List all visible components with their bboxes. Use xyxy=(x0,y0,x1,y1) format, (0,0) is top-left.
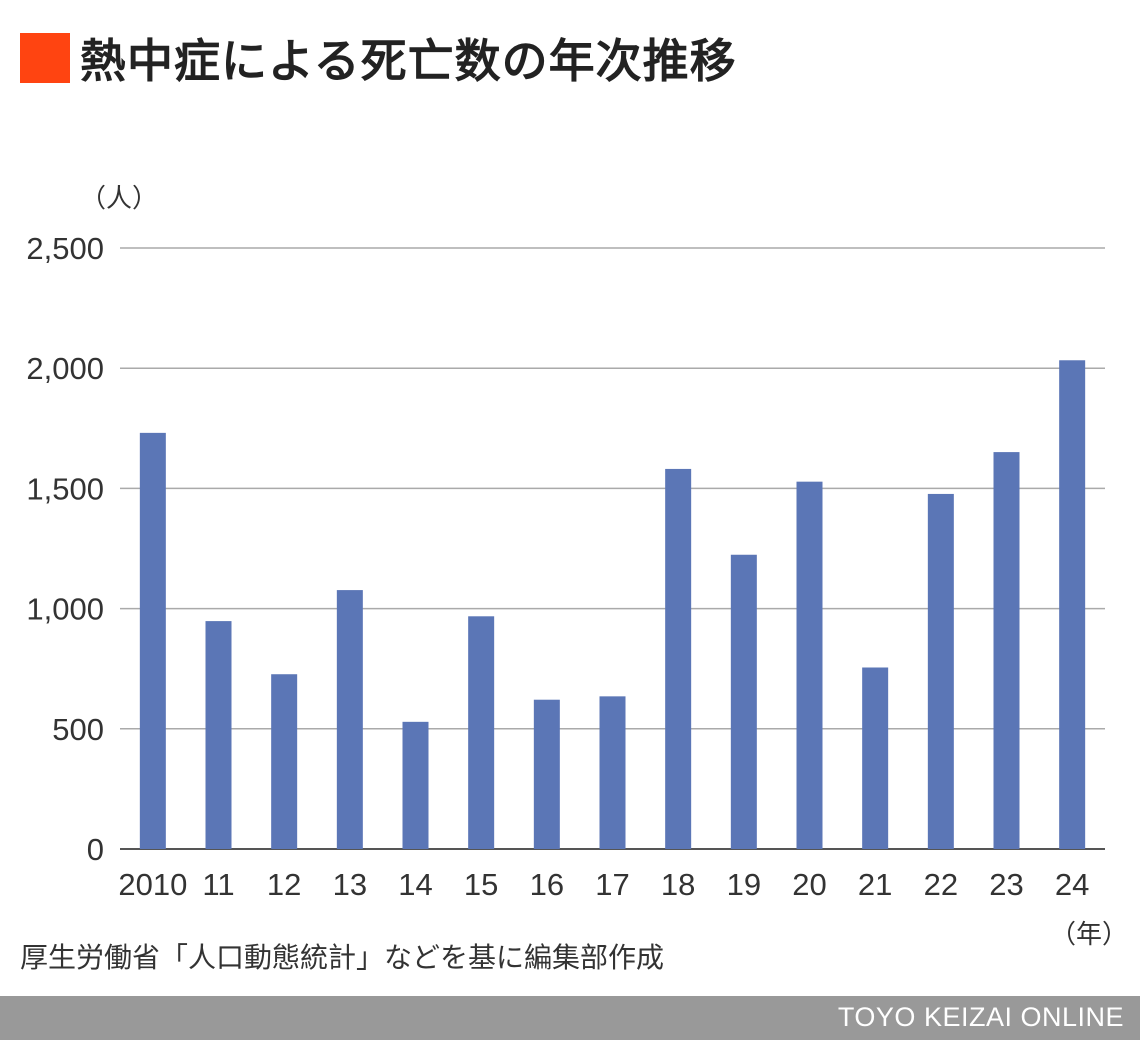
bar-16 xyxy=(533,699,560,849)
x-tick-label: 2010 xyxy=(118,867,187,902)
bar-15 xyxy=(468,616,495,849)
bar-2010 xyxy=(139,432,166,849)
x-tick-label: 18 xyxy=(661,867,695,902)
bar-11 xyxy=(205,621,232,849)
chart-title: 熱中症による死亡数の年次推移 xyxy=(80,34,737,88)
bar-21 xyxy=(862,667,889,849)
y-tick-label: 1,500 xyxy=(26,471,104,506)
bar-14 xyxy=(402,721,429,849)
bar-22 xyxy=(927,493,954,849)
bar-12 xyxy=(271,674,298,849)
x-tick-label: 14 xyxy=(398,867,432,902)
bar-24 xyxy=(1059,360,1086,849)
footer-brand: TOYO KEIZAI ONLINE xyxy=(837,1002,1124,1032)
x-tick-label: 15 xyxy=(464,867,498,902)
x-tick-label: 16 xyxy=(530,867,564,902)
x-tick-label: 21 xyxy=(858,867,892,902)
y-tick-label: 0 xyxy=(87,832,104,867)
bar-13 xyxy=(336,590,363,849)
bar-17 xyxy=(599,696,626,849)
chart-title-block: 熱中症による死亡数の年次推移 xyxy=(20,30,737,88)
x-tick-label: 17 xyxy=(595,867,629,902)
x-tick-label: 19 xyxy=(727,867,761,902)
y-tick-label: 1,000 xyxy=(26,592,104,627)
x-axis-unit: （年） xyxy=(1050,920,1129,950)
title-square-icon xyxy=(20,33,70,83)
y-axis-unit: （人） xyxy=(80,184,159,214)
footer-bar: TOYO KEIZAI ONLINE xyxy=(0,996,1140,1040)
x-tick-label: 12 xyxy=(267,867,301,902)
bar-chart: 0 500 1,000 1,500 2,000 2,500 2010 11 12 13 14 15 16… xyxy=(26,231,1105,902)
bar-19 xyxy=(730,554,757,849)
y-tick-label: 2,000 xyxy=(26,351,104,386)
x-tick-label: 22 xyxy=(924,867,958,902)
y-tick-label: 2,500 xyxy=(26,231,104,266)
source-note: 厚生労働省「人口動態統計」などを基に編集部作成 xyxy=(20,941,665,974)
x-tick-label: 23 xyxy=(989,867,1023,902)
bar-20 xyxy=(796,481,823,849)
x-tick-label: 24 xyxy=(1055,867,1089,902)
bar-18 xyxy=(665,468,692,849)
x-tick-label: 11 xyxy=(202,867,234,902)
bar-23 xyxy=(993,452,1020,849)
y-tick-label: 500 xyxy=(52,712,104,747)
x-tick-label: 20 xyxy=(792,867,826,902)
x-tick-label: 13 xyxy=(333,867,367,902)
